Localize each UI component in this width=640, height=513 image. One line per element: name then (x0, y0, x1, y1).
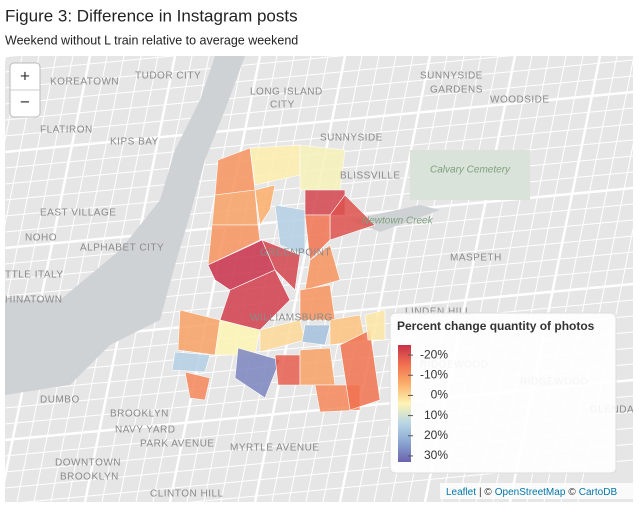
map-label: LONG ISLAND (250, 87, 323, 98)
title: Figure 3: Difference in Instagram posts (5, 6, 298, 25)
map-label: Calvary Cemetery (430, 165, 511, 176)
attribution: Leaflet | © OpenStreetMap © CartoDB (440, 483, 633, 499)
subtitle: Weekend without L train relative to aver… (5, 33, 298, 47)
legend-title: Percent change quantity of photos (397, 319, 595, 333)
map-label: EAST VILLAGE (40, 208, 116, 219)
region (234, 347, 281, 399)
street (5, 90, 633, 154)
legend-tick-label: 20% (424, 428, 448, 442)
street (5, 56, 23, 143)
region (304, 244, 341, 291)
map-label: SUNNYSIDE (420, 71, 483, 82)
legend-box (389, 312, 617, 474)
street (237, 56, 329, 502)
attribution-part: CartoDB (579, 487, 618, 498)
map-label: GARDENS (430, 85, 483, 96)
map-label: CITY (270, 100, 295, 111)
zoom-in[interactable]: + (20, 66, 30, 85)
region (299, 144, 346, 191)
legend-tick-label: 30% (424, 448, 448, 462)
region (339, 329, 381, 411)
region (274, 204, 306, 256)
attribution-part: | © (479, 487, 492, 498)
street (5, 56, 40, 228)
map-label: Newtown Creek (362, 216, 434, 227)
attribution-part: © (568, 487, 576, 498)
map-label: CLINTON HILL (150, 489, 224, 500)
attribution-text: Leaflet | © OpenStreetMap © CartoDB (446, 487, 617, 498)
legend: Percent change quantity of photos -20% -1… (389, 312, 617, 474)
street (5, 56, 513, 105)
region (301, 324, 331, 346)
street (5, 56, 7, 63)
map-labels: KOREATOWN TUDOR CITY LONG ISLAND CITY SUNNYS… (5, 71, 633, 500)
street (5, 56, 92, 484)
map-label: KIPS BAY (110, 137, 159, 148)
map-label: BROOKLYN (60, 472, 119, 483)
street (373, 56, 465, 502)
map-label: NAVY YARD (115, 425, 175, 436)
color-bar (398, 345, 411, 462)
street (33, 56, 125, 502)
map-label: KOREATOWN (50, 77, 119, 88)
attribution-part: Leaflet (446, 487, 476, 498)
map-label: ALPHABET CITY (80, 243, 164, 254)
region (299, 347, 336, 386)
zoom-out[interactable]: − (20, 92, 30, 111)
map-label: DUMBO (40, 395, 80, 406)
map-label: GREENPOINT (260, 248, 331, 259)
map-label: LINDEN HILL (405, 307, 471, 318)
street (16, 56, 108, 502)
cemetery (410, 150, 530, 200)
map-label: NOHO (25, 233, 57, 244)
attribution-box (440, 483, 633, 499)
street (356, 56, 448, 502)
region (364, 309, 386, 341)
map-label: MYRTLE AVENUE (230, 443, 320, 454)
map-label: BROOKLYN (110, 409, 169, 420)
map-label: HINATOWN (5, 295, 63, 306)
attribution-part: OpenStreetMap (495, 487, 566, 498)
legend-tick-label: -10% (420, 367, 448, 381)
map-label: TUDOR CITY (135, 71, 201, 82)
region (207, 224, 261, 266)
region (171, 351, 211, 373)
region (274, 354, 301, 386)
legend-tick-label: 10% (424, 408, 448, 422)
region (211, 189, 259, 226)
street (5, 56, 346, 89)
east-river (5, 56, 245, 395)
map-label: BLISSVILLE (340, 171, 401, 182)
map-label: WILLIAMSBURG (250, 313, 333, 324)
choropleth (171, 144, 386, 413)
street (5, 107, 633, 169)
street (5, 75, 633, 137)
map-label: MASPETH (450, 253, 502, 264)
street (338, 56, 432, 502)
map-label: DOWNTOWN (55, 458, 121, 469)
street (5, 59, 633, 121)
map-label: TTLE ITALY (5, 270, 64, 281)
region (261, 239, 301, 291)
legend-tick-label: -20% (420, 347, 448, 361)
street (253, 56, 347, 502)
map-label: SUNNYSIDE (320, 133, 383, 144)
legend-tick-label: 0% (431, 388, 449, 402)
region (254, 184, 276, 226)
street (5, 56, 74, 396)
map-label: FLATIRON (40, 125, 93, 136)
map-label: WOODSIDE (490, 95, 550, 106)
region (304, 214, 331, 261)
map-label: PARK AVENUE (140, 439, 215, 450)
zoom-control: + − (9, 62, 41, 118)
street (5, 56, 178, 73)
region (184, 371, 211, 401)
region (219, 269, 291, 331)
